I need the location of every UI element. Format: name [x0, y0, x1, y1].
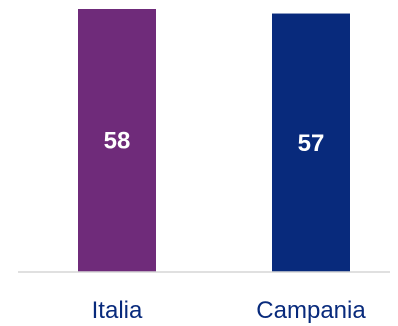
category-label-italia: Italia — [92, 297, 143, 324]
bar-campania — [272, 13, 350, 272]
bar-italia — [78, 9, 156, 272]
bars-group: 58 57 — [78, 9, 350, 272]
category-label-campania: Campania — [256, 297, 366, 324]
category-labels-group: Italia Campania — [92, 297, 367, 324]
data-label-italia: 58 — [104, 128, 131, 155]
data-label-campania: 57 — [298, 130, 325, 157]
